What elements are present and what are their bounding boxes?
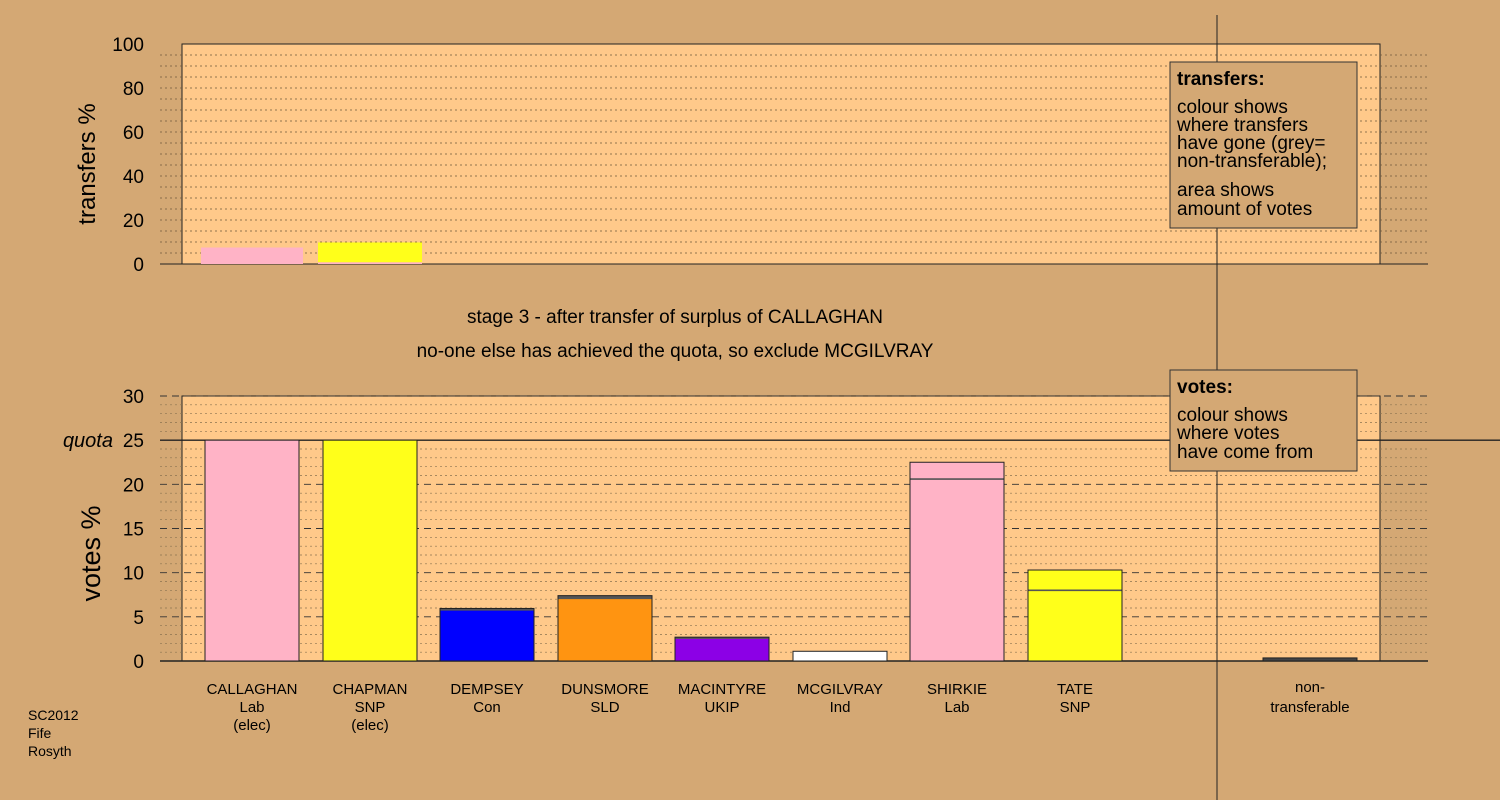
candidate-name-label: MACINTYRE [678,681,766,698]
stage-title: stage 3 - after transfer of surplus of C… [467,307,883,328]
transfers-legend-line: amount of votes [1177,199,1312,220]
vote-bar-callaghan-seg0 [205,440,299,661]
candidate-name-label: MCGILVRAY [797,681,883,698]
vote-bar-shirkie-seg0 [910,479,1004,661]
votes-tick-label: 20 [123,475,144,496]
candidate-party-label: SNP [1060,699,1091,716]
vote-bar-tate-outline [1027,569,1123,662]
candidate-party-label: Con [473,699,501,716]
vote-bar-shirkie-outline [909,461,1005,662]
candidate-party-label: Ind [830,699,851,716]
vote-bar-tate-seg1 [1028,570,1122,591]
votes-tick-label: 30 [123,387,144,408]
quota-label: quota [63,430,113,452]
footer-line: Rosyth [28,743,72,759]
vote-bar-dunsmore-seg1 [558,595,652,599]
candidate-name-label: TATE [1057,681,1093,698]
votes-legend-line: colour shows [1177,405,1288,426]
stage-subtitle: no-one else has achieved the quota, so e… [417,341,934,362]
votes-tick-label: 0 [133,652,144,673]
vote-bar-macintyre-outline [674,636,770,662]
vote-bar-chapman-seg0 [323,440,417,661]
votes-legend-line: have come from [1177,442,1313,463]
transfers-legend-line: area shows [1177,180,1274,201]
candidate-party-label: SLD [590,699,619,716]
vote-bar-dunsmore-outline [557,595,653,662]
candidate-name-label: CALLAGHAN [207,681,298,698]
footer-line: SC2012 [28,707,79,723]
candidate-party-label: Lab [239,699,264,716]
candidate-party-label: UKIP [704,699,739,716]
transfers-tick-label: 0 [133,255,144,276]
transfer-bar-chapman-seg0 [318,262,422,264]
vote-bar-dempsey-seg0 [440,609,534,661]
votes-legend-box [1169,369,1358,472]
transfers-tick-label: 80 [123,79,144,100]
transfers-legend-box [1169,61,1358,229]
candidate-name-label: CHAPMAN [332,681,407,698]
candidate-status-label: (elec) [233,717,271,734]
nontransferable-label-line2: transferable [1270,699,1349,716]
transfers-axis-label: transfers % [74,103,101,224]
transfer-bar-chapman-seg1 [318,242,422,263]
transfers-tick-label: 20 [123,211,144,232]
votes-axis-label: votes % [76,505,106,601]
vote-bar-mcgilvray-seg0 [793,651,887,661]
vote-bar-dempsey-outline [439,607,535,662]
votes-legend-title: votes: [1177,377,1233,398]
votes-tick-label: 25 [123,431,144,452]
vote-bar-mcgilvray-outline [792,650,888,662]
vote-bar-non-transferable-outline [1262,657,1358,662]
transfers-tick-label: 60 [123,123,144,144]
vote-bar-non-transferable-seg0 [1263,657,1357,661]
candidate-name-label: DEMPSEY [450,681,523,698]
votes-tick-label: 5 [133,608,144,629]
transfers-legend-line: where transfers [1176,115,1308,136]
candidate-party-label: SNP [355,699,386,716]
transfers-tick-label: 100 [112,35,144,56]
footer-line: Fife [28,725,52,741]
candidate-name-label: DUNSMORE [561,681,649,698]
vote-bar-macintyre-seg0 [675,638,769,661]
vote-bar-shirkie-seg1 [910,462,1004,480]
votes-tick-label: 10 [123,564,144,585]
transfers-legend-title: transfers: [1177,69,1265,90]
vote-bar-dunsmore-seg0 [558,598,652,661]
candidate-name-label: SHIRKIE [927,681,987,698]
votes-tick-label: 15 [123,520,144,541]
nontransferable-label-line1: non- [1295,679,1325,696]
transfer-bar-callaghan-seg0 [201,247,303,264]
votes-legend-line: where votes [1176,423,1279,444]
vote-bar-chapman-outline [322,439,418,662]
transfers-legend-line: non-transferable); [1177,151,1327,172]
candidate-status-label: (elec) [351,717,389,734]
vote-bar-tate-seg0 [1028,590,1122,661]
transfers-legend-line: have gone (grey= [1177,133,1325,154]
vote-bar-callaghan-outline [204,439,300,662]
transfers-tick-label: 40 [123,167,144,188]
candidate-party-label: Lab [944,699,969,716]
transfers-legend-line: colour shows [1177,97,1288,118]
